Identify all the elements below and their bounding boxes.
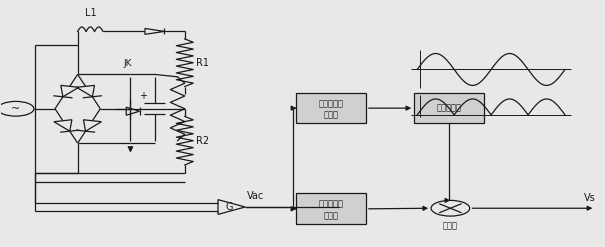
FancyBboxPatch shape	[414, 93, 483, 124]
Text: 交流电压过: 交流电压过	[319, 99, 344, 108]
FancyBboxPatch shape	[296, 193, 366, 224]
Text: 查表正弦值: 查表正弦值	[436, 104, 462, 113]
Text: +: +	[139, 91, 146, 101]
Text: R2: R2	[195, 136, 209, 146]
Text: Vs: Vs	[583, 193, 595, 203]
Text: R1: R1	[195, 58, 209, 68]
Polygon shape	[218, 200, 245, 214]
Text: 交流电压峰: 交流电压峰	[319, 200, 344, 209]
Text: G: G	[226, 202, 233, 212]
Text: 值检测: 值检测	[324, 211, 339, 220]
Text: Vac: Vac	[247, 191, 264, 201]
Text: 零检测: 零检测	[324, 110, 339, 119]
Text: JK: JK	[123, 59, 132, 68]
FancyBboxPatch shape	[296, 93, 366, 124]
Text: 乘法器: 乘法器	[443, 221, 458, 230]
Text: L1: L1	[85, 8, 96, 18]
Text: ~: ~	[11, 104, 21, 114]
